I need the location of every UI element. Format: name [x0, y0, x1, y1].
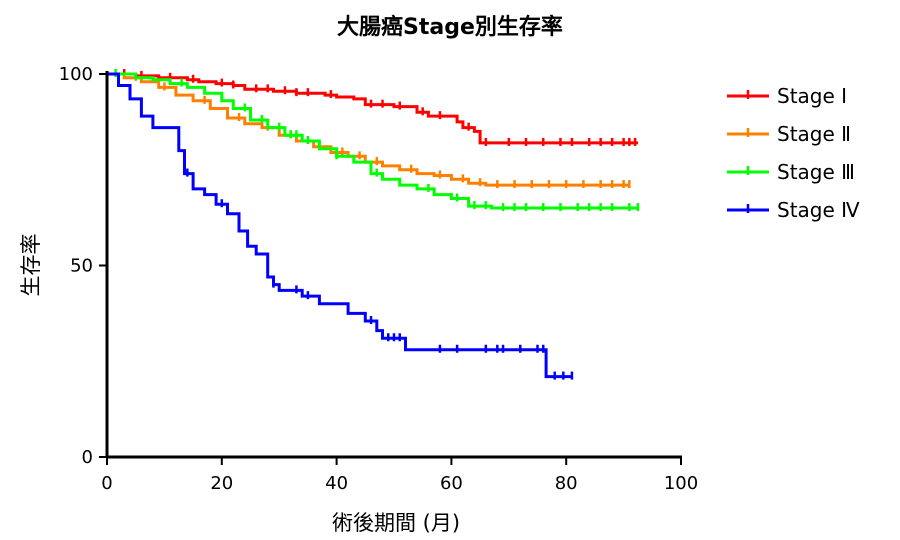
- legend-label: Stage Ⅰ: [777, 84, 847, 108]
- plot-lines: [107, 69, 640, 380]
- legend-label: Stage Ⅱ: [777, 122, 851, 146]
- x-tick-label: 80: [555, 473, 578, 494]
- x-tick-label: 0: [101, 473, 112, 494]
- y-tick-label: 100: [59, 64, 93, 85]
- x-axis-ticks: 0 20 40 60 80 100: [101, 457, 698, 494]
- x-tick-label: 20: [210, 473, 233, 494]
- legend-label: Stage Ⅳ: [777, 198, 860, 222]
- legend: Stage Ⅰ Stage Ⅱ Stage Ⅲ Stage Ⅳ: [727, 84, 860, 222]
- x-tick-label: 100: [664, 473, 698, 494]
- y-axis-title: 生存率: [19, 234, 43, 297]
- y-tick-label: 0: [82, 447, 93, 468]
- x-tick-label: 60: [440, 473, 463, 494]
- x-axis-title: 術後期間 (月): [332, 511, 460, 535]
- legend-label: Stage Ⅲ: [777, 160, 855, 184]
- y-tick-label: 50: [70, 256, 93, 277]
- x-tick-label: 40: [325, 473, 348, 494]
- y-axis-ticks: 0 50 100: [59, 64, 107, 468]
- chart-title: 大腸癌Stage別生存率: [337, 14, 563, 40]
- series-line-stage-4: [107, 72, 572, 379]
